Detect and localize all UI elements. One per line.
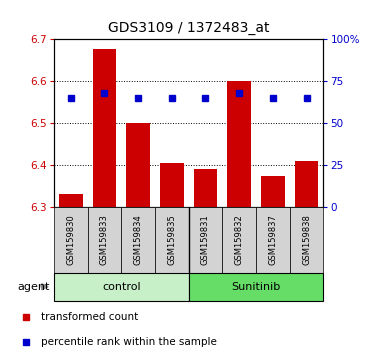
Bar <box>194 169 217 207</box>
Bar <box>54 273 189 301</box>
Text: GSM159834: GSM159834 <box>134 215 142 265</box>
Bar <box>155 207 189 273</box>
Bar <box>160 163 184 207</box>
Text: GSM159832: GSM159832 <box>235 215 244 265</box>
Text: control: control <box>102 282 141 292</box>
Bar <box>59 194 82 207</box>
Bar <box>121 207 155 273</box>
Title: GDS3109 / 1372483_at: GDS3109 / 1372483_at <box>108 21 270 35</box>
Text: percentile rank within the sample: percentile rank within the sample <box>41 337 217 347</box>
Bar <box>223 207 256 273</box>
Text: GSM159837: GSM159837 <box>268 215 277 265</box>
Bar <box>256 207 290 273</box>
Bar <box>290 207 323 273</box>
Text: agent: agent <box>18 282 50 292</box>
Bar <box>126 123 150 207</box>
Bar <box>189 273 323 301</box>
Bar <box>295 161 318 207</box>
Text: GSM159838: GSM159838 <box>302 215 311 265</box>
Text: GSM159835: GSM159835 <box>167 215 176 265</box>
Bar <box>88 207 121 273</box>
Bar <box>54 207 88 273</box>
Bar <box>228 81 251 207</box>
Bar <box>261 176 285 207</box>
Bar <box>189 207 223 273</box>
Text: transformed count: transformed count <box>41 312 138 322</box>
Text: GSM159830: GSM159830 <box>66 215 75 265</box>
Text: GSM159833: GSM159833 <box>100 215 109 265</box>
Bar <box>93 50 116 207</box>
Text: GSM159831: GSM159831 <box>201 215 210 265</box>
Text: Sunitinib: Sunitinib <box>231 282 281 292</box>
